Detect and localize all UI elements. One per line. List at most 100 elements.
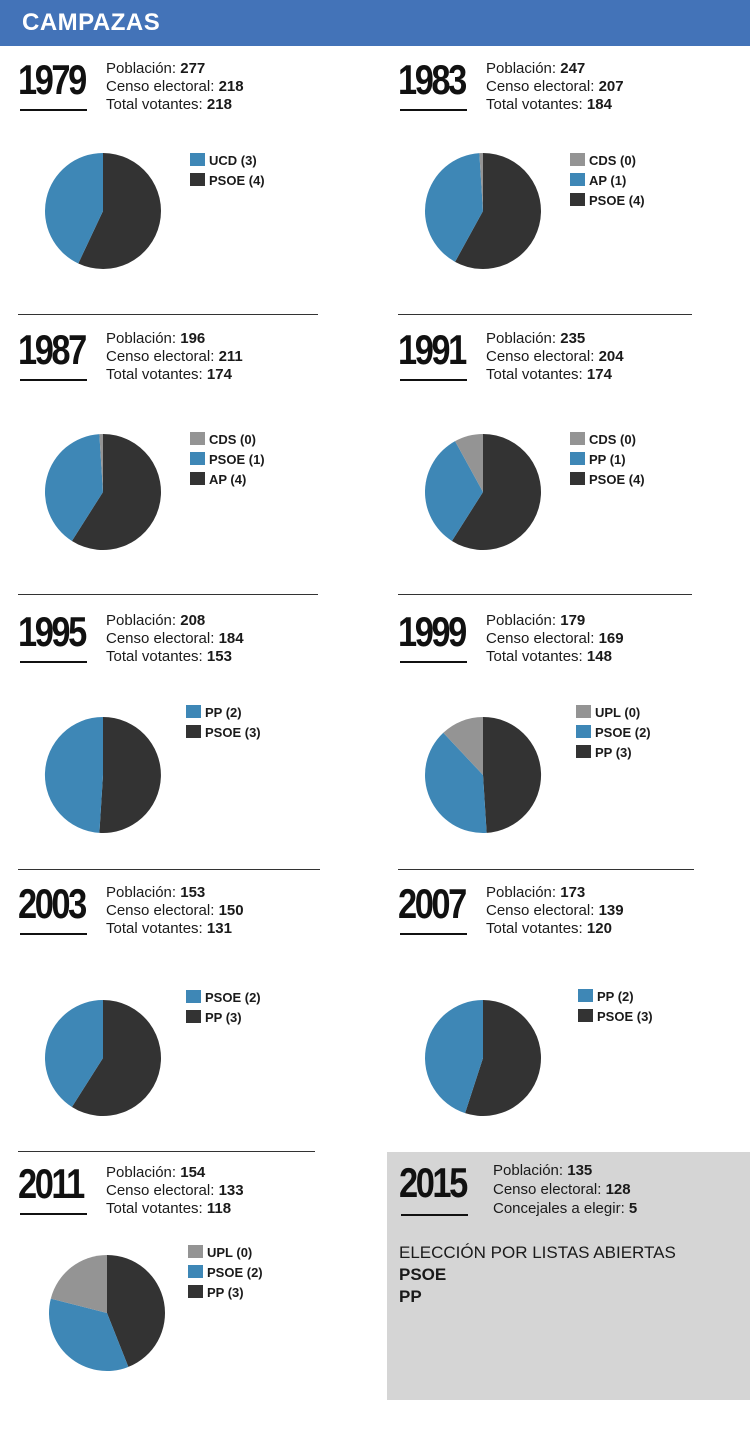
legend-item: PSOE (4) — [570, 472, 645, 492]
legend-swatch — [190, 153, 205, 166]
legend-item: PSOE (2) — [186, 990, 261, 1010]
election-block-1987: 1987 Población: 196 Censo electoral: 211… — [18, 328, 348, 598]
legend-swatch — [188, 1265, 203, 1278]
stat-value: 154 — [180, 1164, 206, 1181]
legend-label: PSOE (2) — [595, 725, 651, 740]
legend-swatch — [570, 472, 585, 485]
legend-label: PSOE (3) — [205, 725, 261, 740]
stat-votantes: Total votantes: 174 — [486, 366, 624, 384]
legend-label: CDS (0) — [209, 432, 256, 447]
stat-value: 247 — [560, 60, 586, 77]
legend: CDS (0) PP (1) PSOE (4) — [570, 432, 645, 492]
legend-label: UPL (0) — [595, 705, 641, 720]
year-label: 1999 — [398, 608, 467, 655]
legend: CDS (0) PSOE (1) AP (4) — [190, 432, 265, 492]
stat-concejales: Concejales a elegir: 5 — [493, 1199, 637, 1218]
election-block-1999: 1999 Población: 179 Censo electoral: 169… — [398, 610, 728, 880]
stat-value: 131 — [206, 920, 232, 937]
year-underline — [400, 379, 467, 381]
stat-poblacion: Población: 153 — [106, 884, 244, 902]
election-block-1991: 1991 Población: 235 Censo electoral: 204… — [398, 328, 728, 598]
legend: UPL (0) PSOE (2) PP (3) — [188, 1245, 263, 1305]
stat-value: 133 — [218, 1182, 244, 1199]
legend-swatch — [188, 1245, 203, 1258]
legend-item: PP (1) — [570, 452, 645, 472]
stats: Población: 179 Censo electoral: 169 Tota… — [486, 612, 624, 666]
stat-label: Censo electoral: — [106, 902, 215, 919]
legend-swatch — [190, 452, 205, 465]
legend-item: PSOE (4) — [570, 193, 645, 213]
stats: Población: 235 Censo electoral: 204 Tota… — [486, 330, 624, 384]
open-lists-title: ELECCIÓN POR LISTAS ABIERTAS — [399, 1243, 676, 1262]
election-block-1995: 1995 Población: 208 Censo electoral: 184… — [18, 610, 348, 880]
legend-label: UPL (0) — [207, 1245, 253, 1260]
stat-poblacion: Población: 208 — [106, 612, 244, 630]
pie-chart — [44, 716, 161, 833]
stat-votantes: Total votantes: 174 — [106, 366, 243, 384]
stat-value: 184 — [586, 96, 612, 113]
stat-label: Total votantes: — [106, 648, 203, 665]
stat-label: Total votantes: — [486, 648, 583, 665]
list-item: PSOE — [399, 1265, 447, 1284]
legend: PP (2) PSOE (3) — [578, 989, 653, 1029]
pie-slice — [78, 153, 161, 269]
legend-item: PP (3) — [188, 1285, 263, 1305]
stat-value: 174 — [206, 366, 232, 383]
stat-value: 148 — [586, 648, 612, 665]
legend-swatch — [578, 1009, 593, 1022]
election-block-1983: 1983 Población: 247 Censo electoral: 207… — [398, 58, 728, 328]
legend-item: PP (3) — [186, 1010, 261, 1030]
legend-swatch — [186, 990, 201, 1003]
pie-slice — [44, 1000, 103, 1107]
stat-value: 135 — [567, 1162, 593, 1179]
election-block-1979: 1979 Población: 277 Censo electoral: 218… — [18, 58, 348, 328]
stats: Población: 173 Censo electoral: 139 Tota… — [486, 884, 624, 938]
stats: Población: 247 Censo electoral: 207 Tota… — [486, 60, 624, 114]
pie-chart — [44, 153, 161, 269]
header-bar: CAMPAZAS — [0, 0, 750, 46]
pie-slice — [455, 153, 541, 269]
year-label: 1991 — [398, 326, 467, 373]
stat-value: 211 — [218, 348, 243, 365]
election-panel-2015: 2015 Población: 135 Censo electoral: 128… — [387, 1152, 750, 1400]
legend-label: PSOE (3) — [597, 1009, 653, 1024]
legend-swatch — [578, 989, 593, 1002]
stat-label: Censo electoral: — [106, 348, 215, 365]
legend-swatch — [570, 173, 585, 186]
pie-slice — [425, 1000, 483, 1114]
year-underline — [20, 379, 87, 381]
legend-swatch — [186, 725, 201, 738]
legend-label: PSOE (2) — [207, 1265, 263, 1280]
pie-slice — [479, 152, 483, 211]
year-label: 2011 — [18, 1160, 85, 1207]
pie-slice — [99, 717, 161, 833]
year-label: 2007 — [398, 880, 467, 927]
legend-item: PSOE (2) — [576, 725, 651, 745]
year-underline — [20, 933, 87, 935]
stat-censo: Censo electoral: 150 — [106, 902, 244, 920]
legend-swatch — [576, 745, 591, 758]
legend-swatch — [186, 705, 201, 718]
stat-value: 5 — [628, 1200, 638, 1217]
stat-value: 218 — [206, 96, 232, 113]
legend-item: CDS (0) — [570, 153, 645, 173]
stat-label: Población: — [493, 1162, 564, 1179]
stat-value: 207 — [598, 78, 624, 95]
legend: CDS (0) AP (1) PSOE (4) — [570, 153, 645, 213]
pie-slice — [44, 153, 103, 264]
stat-label: Censo electoral: — [486, 902, 595, 919]
pie-slice — [451, 434, 541, 550]
stat-poblacion: Población: 247 — [486, 60, 624, 78]
pie-chart — [48, 1255, 166, 1372]
stats: Población: 277 Censo electoral: 218 Tota… — [106, 60, 244, 114]
year-underline — [400, 933, 467, 935]
stat-value: 196 — [180, 330, 206, 347]
stat-votantes: Total votantes: 131 — [106, 920, 244, 938]
stat-value: 204 — [598, 348, 624, 365]
divider — [18, 314, 318, 315]
legend-swatch — [188, 1285, 203, 1298]
stat-value: 118 — [206, 1200, 232, 1217]
stat-value: 174 — [586, 366, 612, 383]
year-label: 1995 — [18, 608, 87, 655]
stats: Población: 153 Censo electoral: 150 Tota… — [106, 884, 244, 938]
